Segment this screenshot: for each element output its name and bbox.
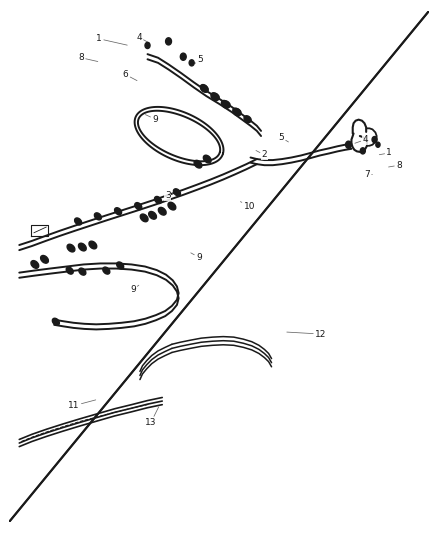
Circle shape [189, 60, 194, 66]
Text: 8: 8 [78, 53, 98, 62]
Text: 1: 1 [379, 148, 392, 157]
Text: 7: 7 [364, 170, 372, 179]
Circle shape [180, 53, 186, 60]
Text: 5: 5 [279, 133, 289, 142]
Ellipse shape [203, 155, 211, 163]
Ellipse shape [201, 85, 208, 92]
Ellipse shape [89, 241, 97, 249]
Text: 8: 8 [389, 160, 402, 169]
Ellipse shape [140, 214, 148, 222]
Text: 2: 2 [256, 150, 267, 159]
Ellipse shape [201, 85, 208, 92]
Ellipse shape [78, 243, 86, 251]
Text: 12: 12 [287, 329, 326, 338]
Text: 13: 13 [145, 407, 159, 427]
Ellipse shape [222, 100, 229, 108]
Ellipse shape [233, 108, 240, 116]
Ellipse shape [173, 189, 180, 196]
Ellipse shape [212, 93, 219, 100]
Text: 11: 11 [68, 400, 96, 410]
Ellipse shape [66, 267, 73, 274]
Ellipse shape [74, 218, 81, 225]
Text: 4: 4 [136, 33, 150, 43]
Ellipse shape [79, 268, 86, 275]
Ellipse shape [115, 208, 122, 215]
Text: 5: 5 [195, 55, 203, 64]
Circle shape [376, 142, 380, 147]
Text: 1: 1 [96, 34, 127, 45]
Circle shape [372, 136, 377, 143]
Ellipse shape [148, 212, 156, 219]
Ellipse shape [135, 203, 142, 209]
Ellipse shape [95, 213, 102, 220]
Ellipse shape [53, 318, 60, 325]
Ellipse shape [168, 202, 176, 210]
Ellipse shape [31, 261, 39, 268]
Circle shape [166, 38, 172, 45]
Ellipse shape [67, 244, 75, 252]
Ellipse shape [194, 160, 202, 168]
Ellipse shape [234, 109, 241, 115]
Ellipse shape [223, 101, 230, 108]
Circle shape [145, 43, 150, 49]
Circle shape [360, 148, 365, 154]
Text: 4: 4 [355, 135, 368, 144]
Text: 10: 10 [240, 201, 255, 211]
Circle shape [346, 141, 351, 148]
Text: 3: 3 [165, 190, 178, 200]
Text: 6: 6 [123, 70, 137, 80]
Ellipse shape [159, 207, 166, 215]
Ellipse shape [244, 116, 251, 123]
Ellipse shape [117, 262, 124, 269]
Ellipse shape [103, 267, 110, 274]
Text: 9: 9 [191, 253, 201, 262]
Text: 9: 9 [145, 115, 158, 124]
Ellipse shape [211, 93, 219, 101]
Ellipse shape [155, 197, 162, 204]
Ellipse shape [41, 255, 48, 263]
Text: 9: 9 [130, 285, 139, 294]
